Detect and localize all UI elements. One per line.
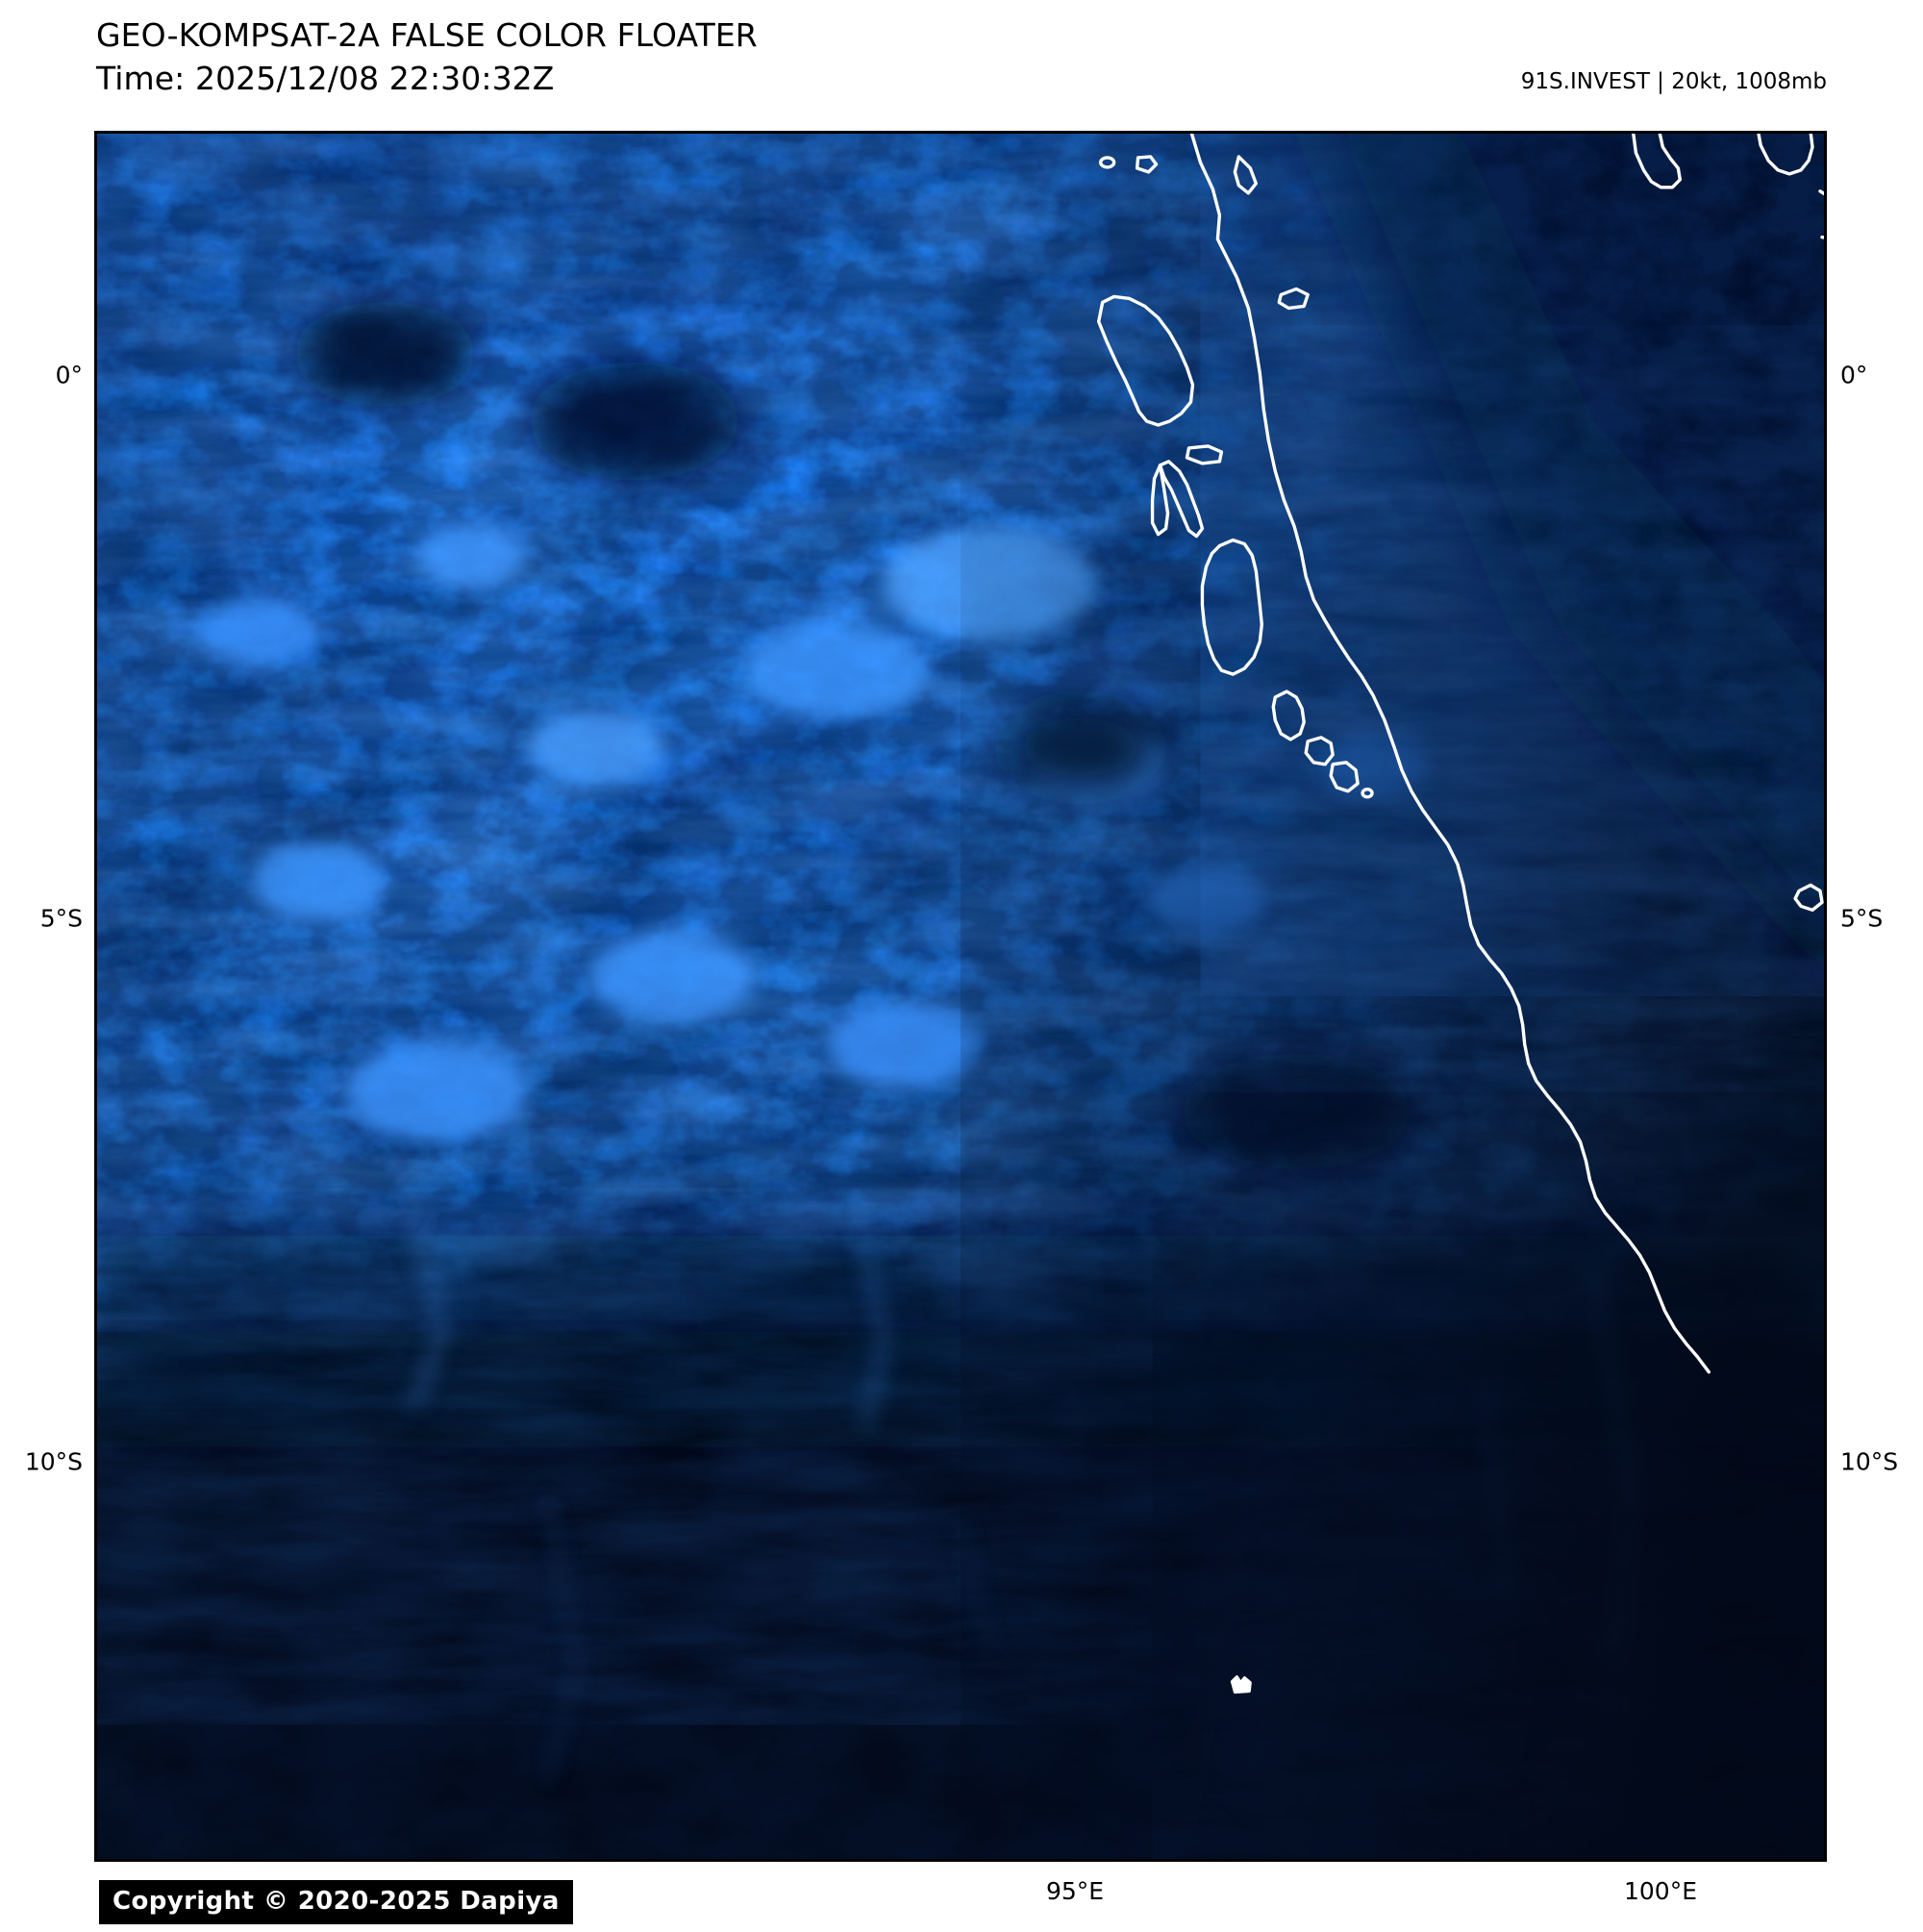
lat-tick-right-0: 0° [1840, 361, 1868, 389]
header: GEO-KOMPSAT-2A FALSE COLOR FLOATER Time:… [96, 13, 1827, 119]
lat-tick-left-1: 5°S [39, 904, 83, 933]
lat-tick-left-2: 10°S [24, 1447, 83, 1476]
lat-tick-right-2: 10°S [1840, 1447, 1899, 1476]
page-title: GEO-KOMPSAT-2A FALSE COLOR FLOATER [96, 16, 758, 54]
copyright-banner: Copyright © 2020-2025 Dapiya [99, 1880, 573, 1924]
timestamp-label: Time: 2025/12/08 22:30:32Z [96, 60, 555, 97]
satellite-imagery [97, 134, 1824, 1859]
lat-tick-right-1: 5°S [1840, 904, 1884, 933]
satellite-image-panel[interactable] [94, 131, 1827, 1862]
storm-info-label: 91S.INVEST | 20kt, 1008mb [1520, 69, 1827, 94]
coastline-overlay [1096, 134, 1824, 1694]
title-group: GEO-KOMPSAT-2A FALSE COLOR FLOATER Time:… [96, 13, 758, 100]
lat-tick-left-0: 0° [55, 361, 83, 389]
lon-tick-2: 100°E [1623, 1877, 1698, 1905]
lon-tick-1: 95°E [1045, 1877, 1105, 1905]
